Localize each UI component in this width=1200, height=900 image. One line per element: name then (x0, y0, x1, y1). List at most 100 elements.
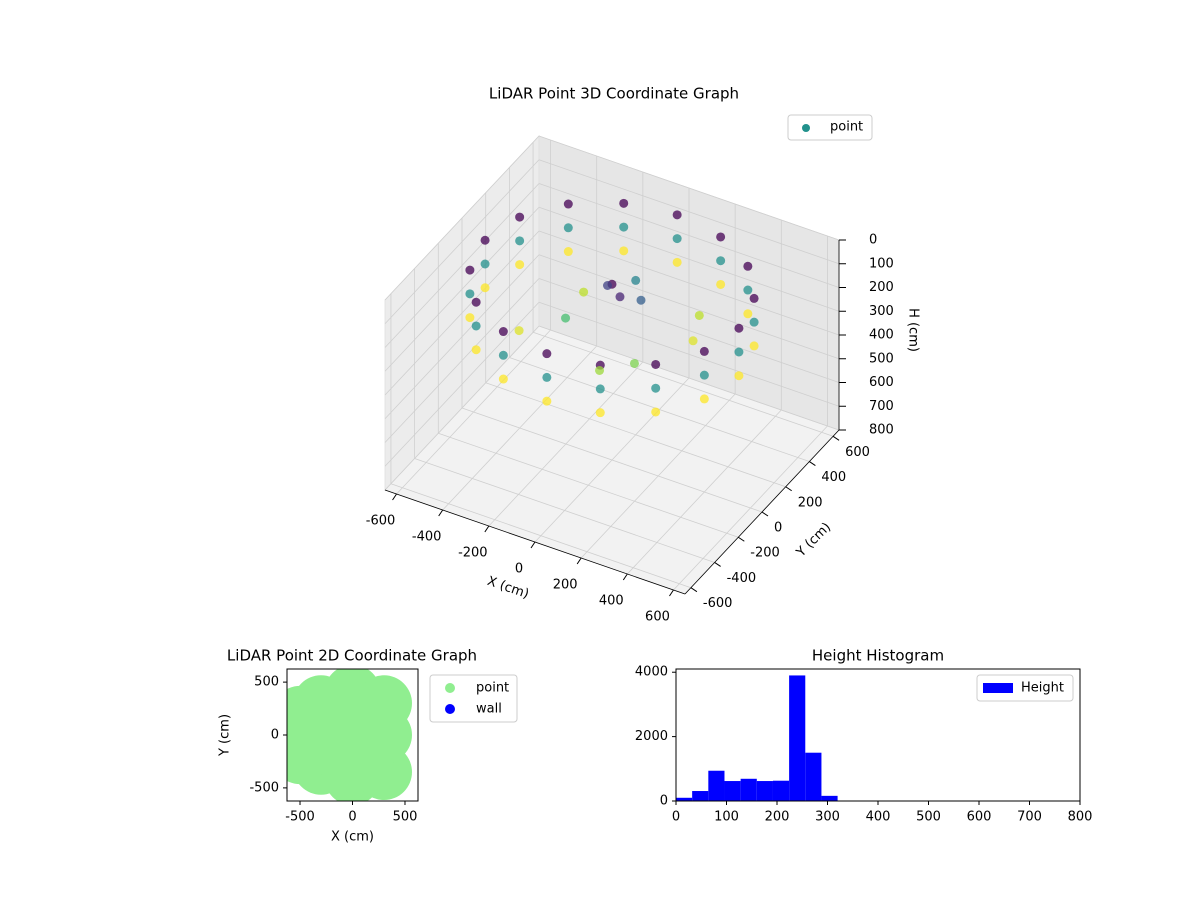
x-tick-label: 0 (348, 810, 356, 825)
tick-mark (576, 557, 582, 565)
tick-mark (809, 461, 816, 466)
grid-line (538, 135, 840, 241)
x-axis-line (384, 489, 686, 595)
z-tick-label: 200 (869, 280, 894, 295)
bar (756, 781, 773, 801)
point (619, 222, 629, 232)
point (595, 365, 605, 375)
x-tick-label: 0 (672, 810, 680, 825)
point (480, 259, 490, 269)
x-tick-label: 700 (1017, 810, 1042, 825)
x-tick-label: 800 (1068, 810, 1093, 825)
point (308, 722, 365, 779)
point (498, 374, 508, 384)
y-axis-line (684, 429, 840, 595)
z-tick-label: 600 (869, 375, 894, 390)
grid-line (414, 458, 715, 563)
point (471, 297, 481, 307)
grid-line (461, 407, 763, 513)
point (651, 383, 661, 393)
grid-line (390, 483, 692, 589)
point (743, 309, 753, 319)
x-tick-label: 200 (765, 810, 790, 825)
point (465, 265, 475, 275)
legend-marker (445, 683, 455, 693)
point (515, 212, 525, 222)
y-tick-label: -200 (750, 546, 780, 561)
x-tick-label: 100 (714, 810, 739, 825)
grid-line (538, 254, 840, 360)
legend-box (976, 674, 1074, 702)
grid-line (384, 230, 540, 396)
grid-line (384, 206, 540, 372)
point (651, 407, 661, 417)
point (672, 234, 682, 244)
point (672, 210, 682, 220)
bar (724, 781, 741, 801)
legend-label: point (476, 681, 509, 696)
grid-line (532, 331, 834, 437)
point (716, 279, 726, 289)
grid-line (384, 183, 540, 348)
y-tick-label: -600 (703, 596, 733, 611)
grid-line (538, 325, 840, 431)
grid-line (384, 278, 540, 443)
tick-mark (785, 486, 792, 492)
x-tick-label: -400 (412, 530, 442, 545)
point (651, 359, 661, 369)
point (749, 317, 759, 327)
tick-mark (484, 525, 490, 533)
x-tick-label: 400 (599, 594, 624, 609)
x-tick-label: 0 (515, 562, 523, 577)
grid-line (384, 301, 540, 467)
point (515, 236, 525, 246)
point (498, 350, 508, 360)
tick-mark (714, 562, 721, 567)
point (716, 232, 726, 242)
point (603, 281, 613, 291)
point (619, 246, 629, 256)
bar (821, 795, 838, 801)
point (515, 260, 525, 270)
y-tick-label: 400 (821, 470, 846, 485)
grid-line (384, 135, 540, 301)
grid-line (485, 382, 786, 488)
x-axis-label: X (cm) (331, 830, 374, 845)
tick-mark (669, 589, 674, 597)
point (471, 321, 481, 331)
chart-title: LiDAR Point 3D Coordinate Graph (489, 85, 739, 103)
plot-2d: point wall -500 0 500 -500 0 500 X (cm) Y (cm) LiD… (218, 647, 518, 845)
x-tick-label: 500 (393, 810, 418, 825)
x-tick-label: 400 (866, 810, 891, 825)
point (629, 358, 639, 368)
point (542, 396, 552, 406)
chart-title: LiDAR Point 2D Coordinate Graph (227, 647, 477, 665)
y-tick-label: 0 (271, 728, 279, 743)
points (287, 669, 412, 801)
grid-line (384, 159, 540, 325)
bar (789, 675, 806, 801)
point (465, 289, 475, 299)
grid-line (538, 278, 840, 383)
y-tick-label: 2000 (635, 729, 668, 744)
point (542, 372, 552, 382)
z-tick-label: 800 (869, 423, 894, 438)
x-tick-label: -500 (285, 810, 315, 825)
z-tick-label: 300 (869, 304, 894, 319)
point (688, 336, 698, 346)
point (699, 346, 709, 356)
x-tick-label: 500 (916, 810, 941, 825)
z-tick-label: 700 (869, 399, 894, 414)
legend-marker (802, 124, 810, 132)
x-tick-label: 200 (553, 578, 578, 593)
y-tick-label: -400 (727, 571, 757, 586)
point (498, 327, 508, 337)
z-axis-label: H (cm) (906, 308, 921, 352)
tick-mark (392, 493, 397, 501)
point (471, 345, 481, 355)
point (749, 341, 759, 351)
point (563, 199, 573, 209)
point (636, 295, 646, 305)
grid-line (384, 254, 540, 420)
